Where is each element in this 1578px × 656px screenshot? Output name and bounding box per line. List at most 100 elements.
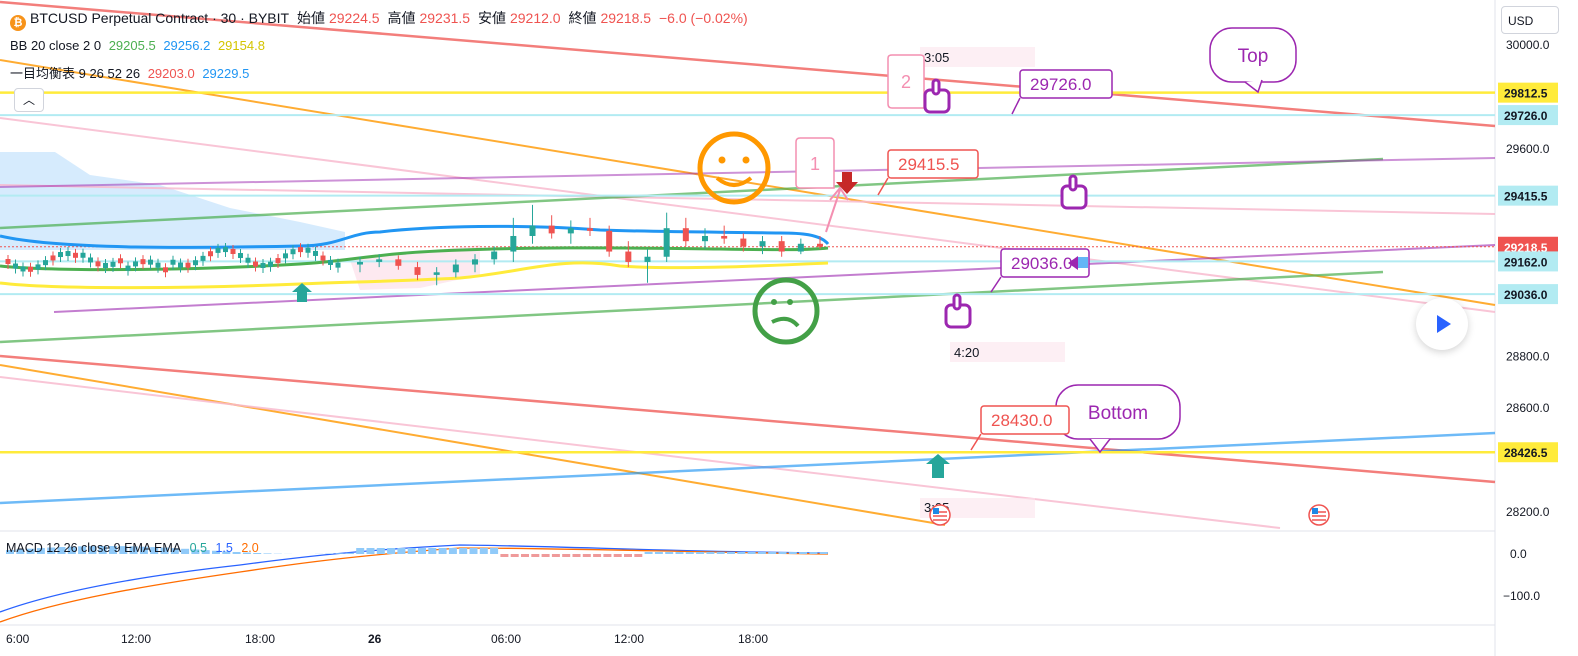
candle-body <box>193 260 198 266</box>
label-29726-box <box>1019 69 1113 99</box>
candle-body <box>510 235 517 252</box>
macd-histogram-bar <box>654 552 663 554</box>
candle-body <box>43 260 48 266</box>
purple-trendline-upper <box>53 244 1496 313</box>
scroll-to-realtime-button[interactable] <box>1416 298 1468 350</box>
bitcoin-logo-icon: ₿ <box>10 15 26 31</box>
price-tag-bg <box>1498 284 1558 305</box>
candle-body <box>797 243 804 252</box>
callout-bottom-text: Bottom <box>1088 403 1148 424</box>
macd-legend[interactable]: MACD 12 26 close 9 EMA EMA 0.5 1.5 2.0 <box>6 541 264 555</box>
candle-body <box>548 225 555 234</box>
macd-histogram-bar <box>716 552 725 554</box>
orange-trendline-lower <box>0 364 946 526</box>
macd-histogram-bar <box>376 548 385 554</box>
ichimoku-v1: 29203.0 <box>147 66 195 81</box>
candle-body <box>320 255 326 261</box>
currency-selector[interactable]: USD <box>1501 6 1559 34</box>
candle-body <box>13 263 18 269</box>
bollinger-legend[interactable]: BB 20 close 2 0 29205.5 29256.2 29154.8 <box>10 38 269 53</box>
price-tag-label: 29812.5 <box>1504 87 1548 101</box>
bollinger-lower <box>0 261 829 290</box>
macd-histogram-bar <box>57 547 66 554</box>
callout-top-tail <box>1244 79 1263 94</box>
candle-body <box>778 241 785 252</box>
macd-histogram-bar <box>696 552 705 554</box>
macd-histogram-bar <box>799 552 808 554</box>
macd-histogram-bar <box>819 552 828 554</box>
candle-body <box>103 262 108 268</box>
time-305-text: 3:05 <box>924 50 949 65</box>
macd-histogram-bar <box>768 552 777 554</box>
confused-face-mouth <box>771 316 800 328</box>
macd-histogram-bar <box>469 548 478 554</box>
macd-histogram-bar <box>479 548 488 554</box>
candle-body <box>223 247 228 253</box>
candle-body <box>663 228 670 257</box>
macd-histogram-bar <box>201 550 210 554</box>
price-tick-label: 30000.0 <box>1506 38 1550 52</box>
label-29036-text: 29036.0 <box>1011 254 1072 273</box>
macd-v2: 1.5 <box>215 541 233 555</box>
macd-histogram-bar <box>88 546 97 554</box>
candle-body <box>253 261 258 267</box>
bb-label: BB 20 close 2 0 <box>10 38 102 53</box>
time-box-305 <box>920 47 1035 67</box>
macd-v1: 0.5 <box>189 541 207 555</box>
candle-body <box>88 257 93 263</box>
green-trendline-lower <box>0 270 1384 344</box>
candle-body <box>260 262 266 268</box>
label-29726-pointer <box>1011 97 1021 115</box>
low-label: 安値 <box>477 10 506 26</box>
red-trendline-upper <box>0 0 1496 128</box>
candle-body <box>567 228 574 234</box>
macd-histogram-bar <box>562 554 571 557</box>
macd-histogram-bar <box>428 548 437 554</box>
candle-body <box>125 265 131 271</box>
time-tick-label: 6:00 <box>6 632 30 646</box>
candle-body <box>65 251 71 257</box>
symbol-legend: ₿ BTCUSD Perpetual Contract · 30 · BYBIT … <box>10 8 752 31</box>
candle-body <box>178 262 183 268</box>
macd-histogram-bar <box>67 546 76 554</box>
time-420-text: 4:20 <box>954 345 979 360</box>
candle-body <box>298 247 303 253</box>
red-trendline-lower <box>0 354 1496 484</box>
ichimoku-label: 一目均衡表 9 26 52 26 <box>10 66 141 81</box>
ichimoku-legend[interactable]: 一目均衡表 9 26 52 26 29203.0 29229.5 <box>10 63 253 82</box>
candle-body <box>313 250 318 256</box>
macd-histogram-bar <box>613 554 622 557</box>
bollinger-basis <box>0 246 829 272</box>
collapse-legend-button[interactable]: ︿ <box>14 88 44 112</box>
macd-histogram-bar <box>222 551 231 554</box>
candle-body <box>702 235 708 242</box>
price-tag-label: 29726.0 <box>1504 109 1548 123</box>
candle-body <box>472 259 478 265</box>
macd-histogram-bar <box>16 549 25 554</box>
label-28430-box <box>980 405 1070 435</box>
blue-marker-icon <box>1078 257 1088 268</box>
macd-histogram-bar <box>788 552 797 554</box>
candle-body <box>200 255 206 261</box>
open-label: 始値 <box>296 10 325 26</box>
candle-body <box>215 247 221 253</box>
price-tag-bg <box>1498 105 1558 126</box>
change-value: −6.0 (−0.02%) <box>658 10 748 26</box>
candle-body <box>140 259 146 265</box>
symbol-title[interactable]: BTCUSD Perpetual Contract · 30 · BYBIT <box>30 10 290 26</box>
low-value: 29212.0 <box>509 10 561 26</box>
candle-body <box>238 253 243 259</box>
macd-histogram-bar <box>521 554 529 557</box>
candle-body <box>230 248 236 254</box>
macd-histogram-bar <box>181 548 190 554</box>
candle-body <box>58 252 63 258</box>
candle-body <box>275 258 281 264</box>
macd-label: MACD 12 26 close 9 EMA EMA <box>6 541 182 555</box>
macd-histogram-bar <box>109 546 117 554</box>
time-tick-label: 06:00 <box>491 632 521 646</box>
macd-histogram-bar <box>757 552 766 554</box>
green-trendline-upper <box>0 157 1384 230</box>
macd-histogram-bar <box>232 552 241 554</box>
price-tag-label: 28426.5 <box>1504 446 1548 460</box>
